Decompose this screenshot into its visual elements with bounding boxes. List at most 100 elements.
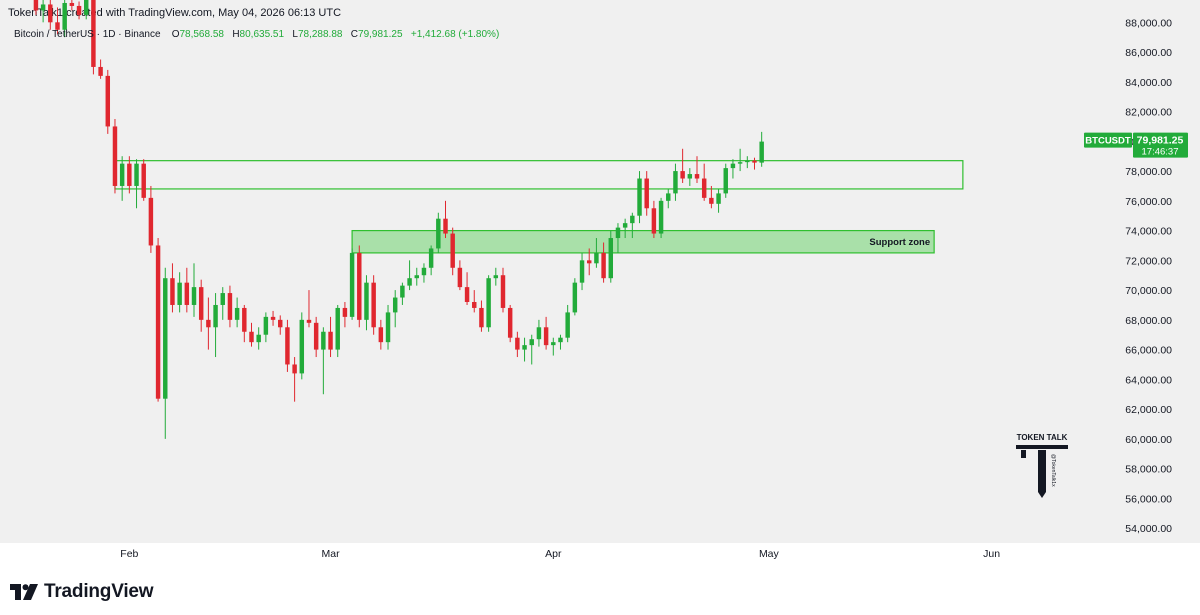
candle (644, 178, 649, 209)
x-tick-label: Feb (120, 548, 138, 560)
candle (479, 307, 484, 328)
candle (62, 2, 67, 30)
y-tick-label: 88,000.00 (1125, 17, 1172, 29)
candle (536, 327, 542, 340)
candle (507, 307, 513, 338)
candle (515, 337, 520, 350)
candle (40, 4, 46, 11)
candle (443, 218, 448, 234)
y-tick-label: 68,000.00 (1125, 315, 1172, 327)
support-zone-label: Support zone (869, 237, 930, 248)
tradingview-logo-text: TradingView (44, 581, 154, 602)
candle (263, 316, 269, 335)
candle (270, 316, 276, 320)
candle (543, 327, 549, 346)
change-value: +1,412.68 (+1.80%) (410, 29, 500, 40)
high-value: 80,635.51 (239, 29, 285, 40)
candle (594, 252, 599, 264)
candle (328, 331, 333, 350)
candle (716, 193, 721, 204)
candle (234, 307, 240, 320)
y-tick-label: 72,000.00 (1125, 255, 1172, 267)
y-tick-label: 78,000.00 (1125, 166, 1172, 178)
candle (48, 4, 53, 23)
candle (33, 0, 39, 11)
symbol-name[interactable]: Bitcoin / TetherUS · 1D · Binance (14, 29, 161, 40)
candle (759, 141, 764, 163)
candle (292, 364, 297, 374)
candle (464, 287, 470, 302)
candle (163, 278, 168, 399)
price-tag-symbol-bg (1084, 132, 1132, 148)
candle (285, 327, 290, 365)
close-value: 79,981.25 (358, 29, 403, 40)
candle (730, 163, 736, 169)
candle (385, 312, 391, 343)
watermark-title: TOKEN TALK (1017, 433, 1068, 442)
candle (134, 163, 139, 186)
candle (342, 307, 348, 317)
candle (155, 245, 161, 399)
price-tag-countdown: 17:46:37 (1142, 147, 1179, 158)
candle (694, 174, 700, 179)
candle (69, 2, 75, 6)
candle (55, 22, 60, 30)
candle (127, 163, 132, 186)
candle (91, 0, 96, 67)
candle (493, 275, 499, 279)
candle (357, 252, 362, 320)
candle (371, 282, 376, 328)
candle (249, 331, 254, 343)
price-tag-value-bg (1133, 132, 1188, 158)
candle (364, 282, 369, 320)
candle (278, 319, 283, 328)
candle (148, 197, 154, 246)
candle (198, 287, 204, 320)
candle (184, 282, 190, 305)
candle (522, 345, 527, 350)
y-tick-label: 64,000.00 (1125, 374, 1172, 386)
x-tick-label: Mar (321, 548, 340, 560)
candle (709, 197, 714, 204)
candle (220, 293, 225, 305)
y-tick-label: 54,000.00 (1125, 523, 1172, 535)
open-value: 78,568.58 (179, 29, 224, 40)
open-label: O (171, 29, 180, 40)
candle (299, 319, 305, 374)
candle (84, 0, 89, 15)
y-tick-label: 70,000.00 (1125, 285, 1172, 297)
tradingview-logo[interactable]: TradingView (10, 580, 154, 604)
close-label: C (350, 29, 359, 40)
tradingview-logo-icon (10, 584, 38, 600)
x-tick-label: Apr (545, 548, 562, 560)
candle (601, 252, 606, 279)
candle (335, 307, 340, 350)
y-tick-label: 74,000.00 (1125, 226, 1172, 238)
candle (673, 171, 678, 194)
price-tag-value: 79,981.25 (1137, 135, 1184, 147)
candle (177, 282, 182, 305)
candle (658, 200, 664, 234)
symbol-legend: Bitcoin / TetherUS · 1D · Binance O78,56… (14, 29, 499, 40)
low-label: L (292, 29, 298, 40)
candle (551, 342, 556, 346)
candle (206, 319, 211, 328)
x-tick-label: Jun (983, 548, 1000, 560)
token-talk-watermark: TOKEN TALK @TokenTalk1x (1016, 433, 1068, 498)
candle (637, 178, 642, 216)
watermark-t-logo-icon (1016, 445, 1068, 498)
y-tick-label: 60,000.00 (1125, 434, 1172, 446)
candle (119, 163, 125, 186)
candle (752, 160, 757, 163)
candle (349, 252, 355, 317)
candle (701, 178, 707, 198)
candle (421, 267, 427, 276)
y-tick-label: 66,000.00 (1125, 345, 1172, 357)
candle (170, 278, 175, 305)
candle (321, 331, 326, 350)
support-zone (351, 229, 935, 254)
candle (615, 227, 621, 239)
y-tick-label: 82,000.00 (1125, 107, 1172, 119)
candle (586, 260, 592, 264)
